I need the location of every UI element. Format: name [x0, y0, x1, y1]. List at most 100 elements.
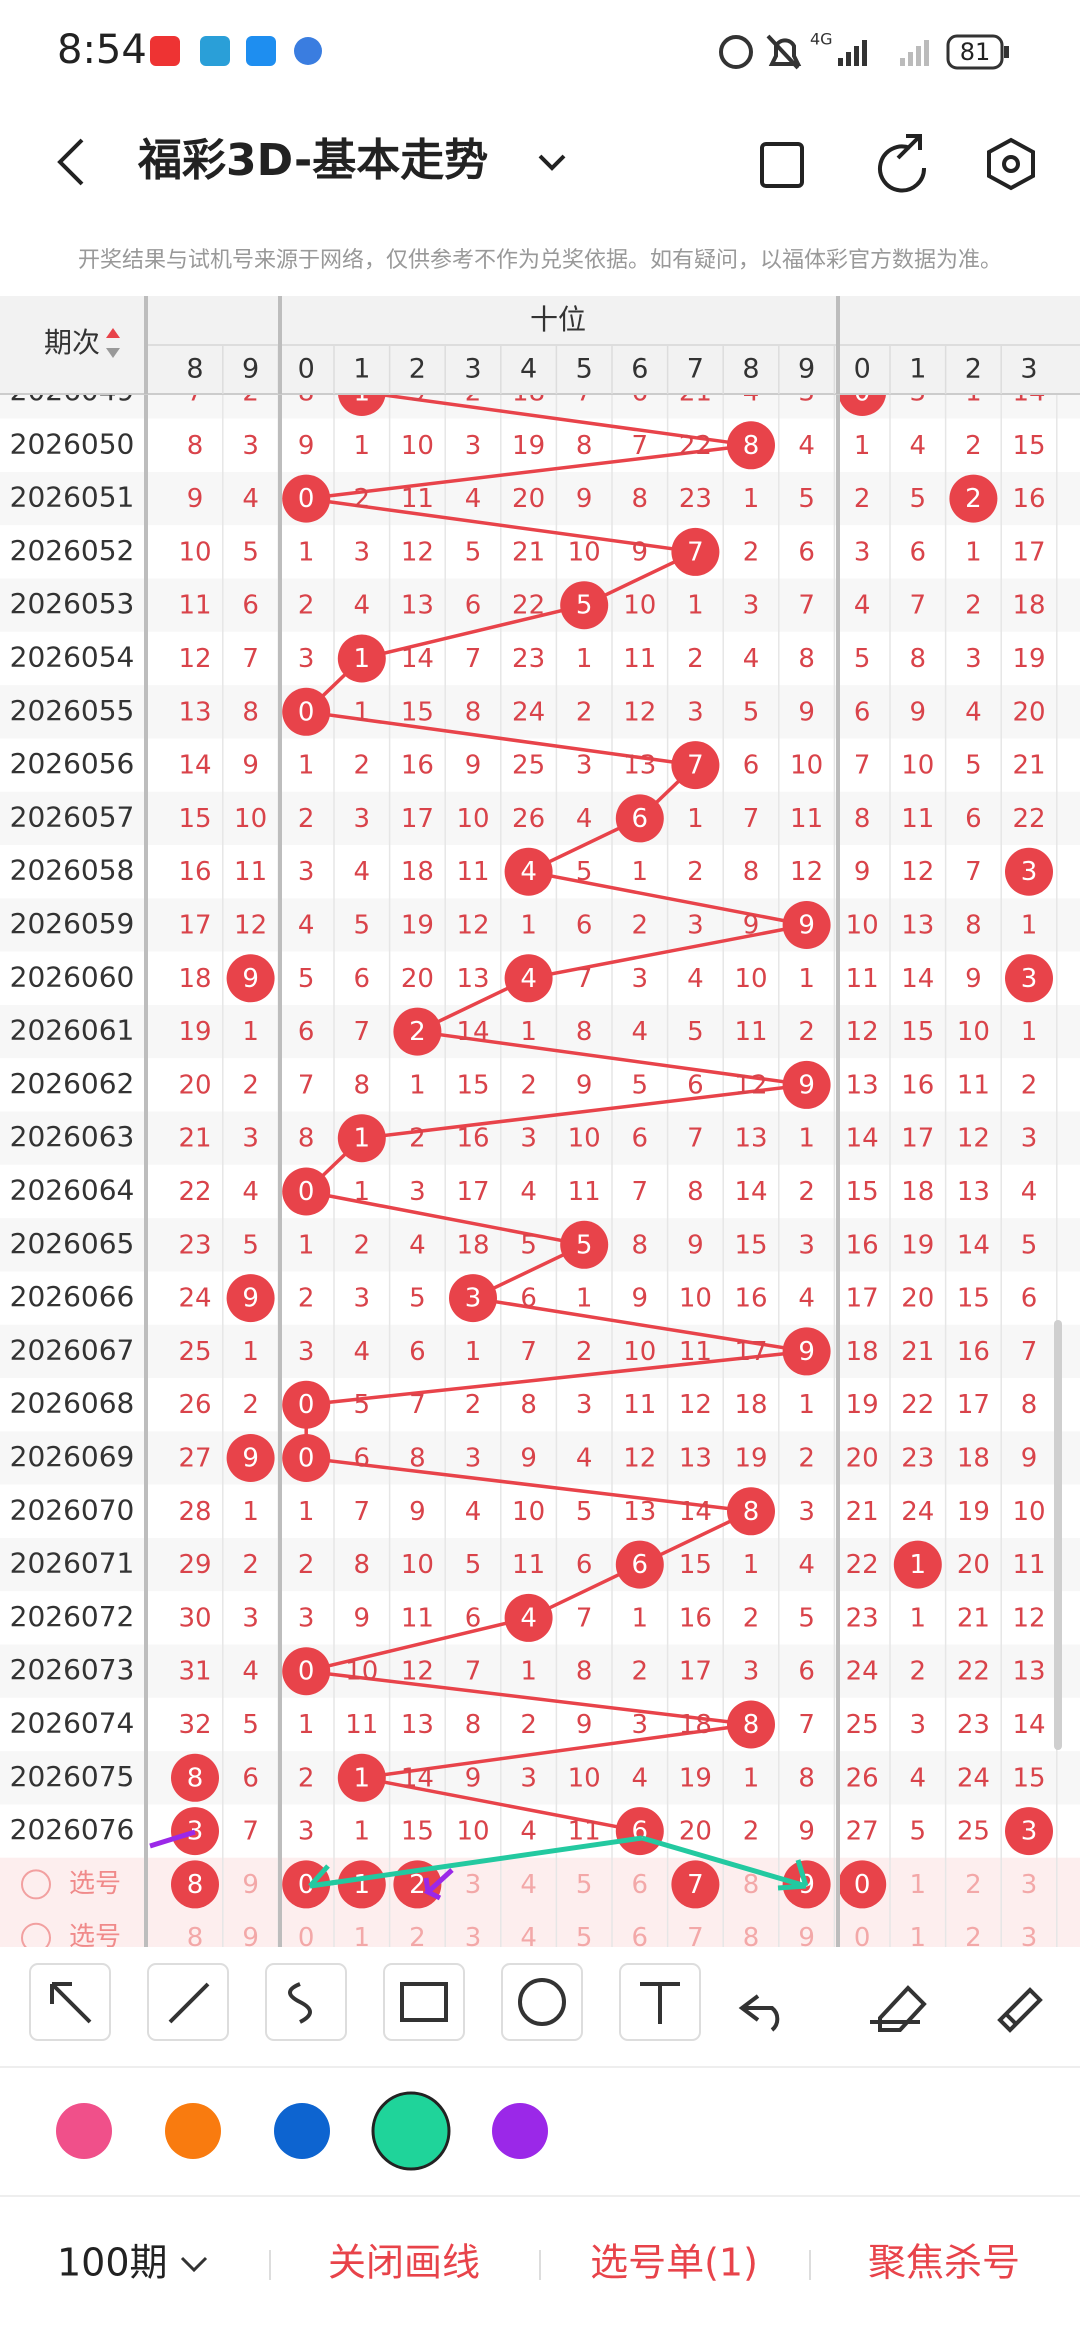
focus-kill-button[interactable]: 聚焦杀号 — [868, 2241, 1020, 2285]
cell-number: 13 — [623, 1497, 656, 1527]
cell-number[interactable]: 0 — [854, 1923, 871, 1953]
hit-number[interactable]: 8 — [187, 1870, 204, 1900]
hit-number[interactable]: 0 — [854, 1870, 871, 1900]
cell-number[interactable]: 5 — [576, 1923, 593, 1953]
share-button[interactable] — [878, 134, 927, 193]
cell-number[interactable]: 9 — [242, 1923, 259, 1953]
period-count[interactable]: 100期 — [57, 2241, 168, 2285]
cell-number[interactable]: 9 — [798, 1923, 815, 1953]
cell-number[interactable]: 8 — [743, 1870, 760, 1900]
period: 2026057 — [10, 800, 135, 833]
cell-number: 4 — [576, 804, 593, 834]
hit-number[interactable]: 2 — [409, 1870, 426, 1900]
arrow-tool[interactable] — [50, 1982, 92, 2024]
cell-number[interactable]: 2 — [965, 1870, 982, 1900]
cell-number: 10 — [846, 911, 879, 941]
cell-number[interactable]: 8 — [743, 1923, 760, 1953]
page-title[interactable]: 福彩3D-基本走势 — [137, 135, 488, 186]
cell-number[interactable]: 6 — [632, 1870, 649, 1900]
hit-number[interactable]: 0 — [298, 1870, 315, 1900]
cell-number[interactable]: 4 — [520, 1870, 537, 1900]
close-drawing-button[interactable]: 关闭画线 — [328, 2241, 480, 2285]
cell-number: 9 — [298, 431, 315, 461]
cell-number: 9 — [1021, 1444, 1038, 1474]
hit-ball — [1005, 847, 1053, 896]
cell-number: 1 — [743, 1763, 760, 1793]
cell-number[interactable]: 0 — [298, 1923, 315, 1953]
hit-ball[interactable] — [337, 1860, 386, 1909]
cell-number: 15 — [401, 1817, 434, 1847]
cell-number: 2 — [743, 1603, 760, 1633]
cell-number[interactable]: 3 — [465, 1870, 482, 1900]
period-header[interactable]: 期次 — [44, 326, 100, 359]
hit-number[interactable]: 7 — [687, 1870, 704, 1900]
period: 2026067 — [10, 1333, 135, 1366]
cell-number: 4 — [632, 1017, 649, 1047]
eraser-tool[interactable] — [870, 1985, 927, 2032]
cell-number[interactable]: 8 — [187, 1923, 204, 1953]
cell-number: 3 — [798, 1497, 815, 1527]
cell-number[interactable]: 9 — [242, 1870, 259, 1900]
sort-up[interactable] — [106, 328, 120, 338]
cell-number: 20 — [178, 1070, 211, 1100]
undo-tool[interactable] — [738, 1994, 780, 2032]
cell-number[interactable]: 4 — [520, 1923, 537, 1953]
device-button[interactable] — [760, 142, 804, 188]
color-pink[interactable] — [56, 2103, 112, 2159]
cell-number[interactable]: 3 — [1021, 1870, 1038, 1900]
cell-number: 3 — [465, 431, 482, 461]
cell-number: 6 — [687, 1070, 704, 1100]
text-tool[interactable] — [640, 1982, 680, 2024]
clear-tool[interactable] — [997, 1987, 1043, 2033]
cell-number: 3 — [910, 1710, 927, 1740]
row-bg — [0, 1378, 1080, 1432]
cell-number[interactable]: 6 — [632, 1923, 649, 1953]
cell-number[interactable]: 1 — [910, 1870, 927, 1900]
hit-number[interactable]: 1 — [354, 1870, 371, 1900]
cell-number: 5 — [242, 1230, 259, 1260]
cell-number: 4 — [242, 1657, 259, 1687]
cell-number: 25 — [512, 751, 545, 781]
cell-number: 5 — [576, 1497, 593, 1527]
cell-number[interactable]: 3 — [1021, 1923, 1038, 1953]
hit-ball[interactable] — [671, 1860, 720, 1909]
select-radio[interactable] — [21, 1922, 51, 1952]
hit-ball — [282, 1167, 331, 1216]
back-button[interactable] — [57, 138, 84, 186]
cell-number: 11 — [568, 1177, 601, 1207]
color-blue[interactable] — [274, 2103, 330, 2159]
cell-number[interactable]: 1 — [354, 1923, 371, 1953]
hit-ball[interactable] — [171, 1860, 219, 1909]
cell-number: 19 — [901, 1230, 934, 1260]
cell-number: 1 — [1021, 911, 1038, 941]
cell-number[interactable]: 1 — [910, 1923, 927, 1953]
sort-down[interactable] — [106, 348, 120, 358]
select-radio[interactable] — [21, 1869, 51, 1900]
cell-number[interactable]: 5 — [576, 1870, 593, 1900]
hit-ball[interactable] — [838, 1860, 887, 1909]
hit-ball[interactable] — [282, 1860, 331, 1909]
cell-number: 9 — [520, 1444, 537, 1474]
rect-tool[interactable] — [400, 1982, 448, 2022]
settings-button[interactable] — [987, 137, 1035, 191]
cell-number: 17 — [901, 1124, 934, 1154]
hit-number: 1 — [910, 1550, 927, 1580]
color-purple[interactable] — [492, 2103, 548, 2159]
line-tool[interactable] — [168, 1982, 210, 2024]
circle-tool[interactable] — [518, 1978, 566, 2026]
cell-number[interactable]: 7 — [687, 1923, 704, 1953]
cell-number: 23 — [512, 644, 545, 674]
color-green-selected[interactable] — [371, 2091, 451, 2171]
selection-list-button[interactable]: 选号单(1) — [590, 2241, 758, 2285]
cell-number[interactable]: 2 — [409, 1923, 426, 1953]
title-dropdown[interactable] — [538, 154, 566, 171]
color-orange[interactable] — [165, 2103, 221, 2159]
cell-number: 7 — [354, 1017, 371, 1047]
hit-number: 0 — [298, 1177, 315, 1207]
cell-number[interactable]: 2 — [965, 1923, 982, 1953]
cell-number[interactable]: 3 — [465, 1923, 482, 1953]
curve-tool[interactable] — [288, 1982, 312, 2024]
period-dropdown[interactable] — [180, 2256, 208, 2273]
cell-number: 7 — [632, 431, 649, 461]
cell-number: 8 — [632, 484, 649, 514]
